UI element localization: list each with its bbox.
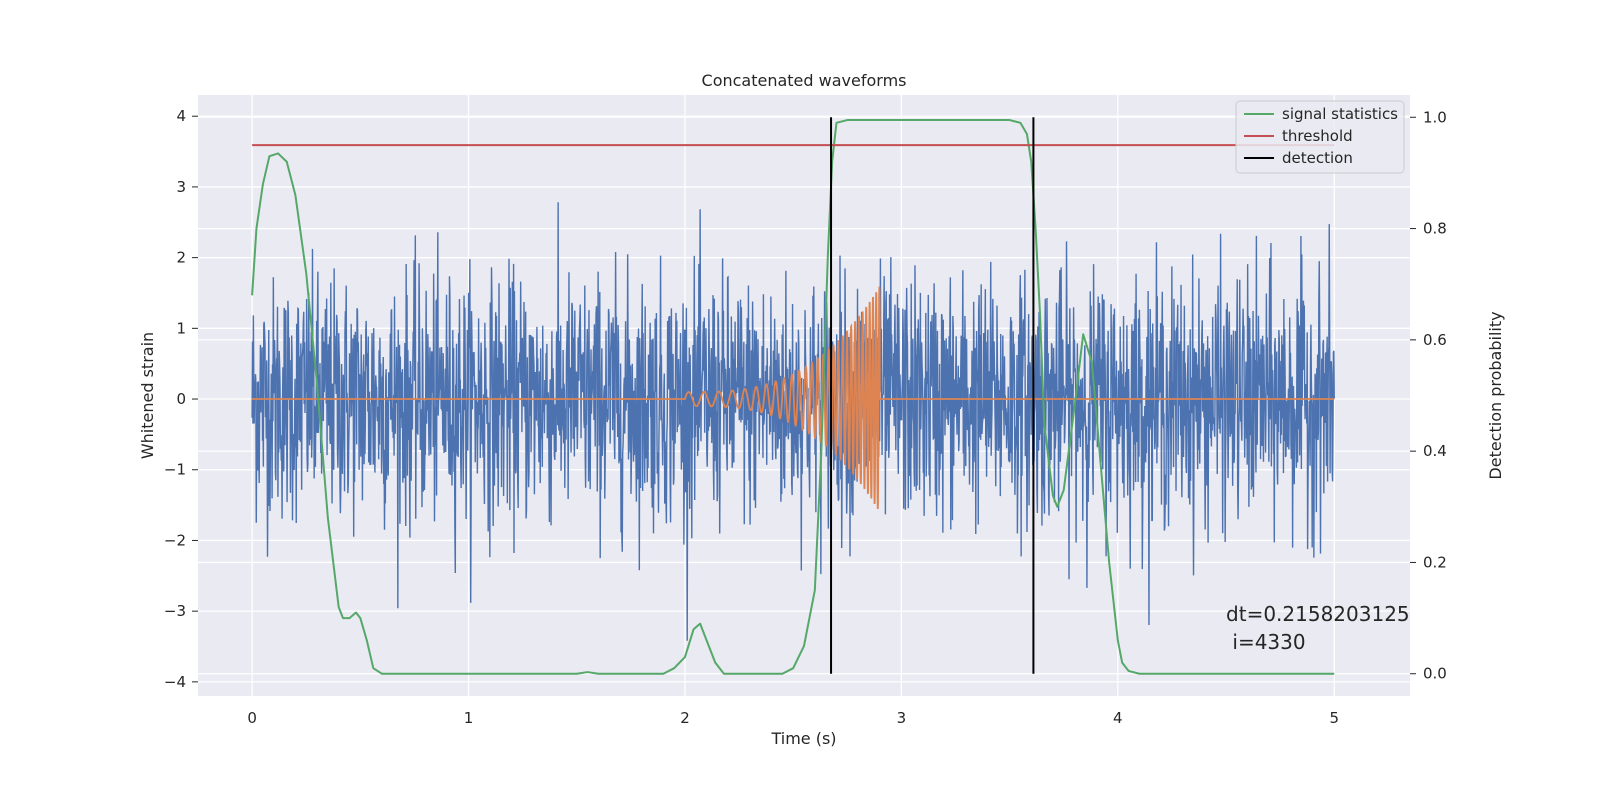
legend: signal statistics threshold detection [1235,100,1405,174]
y2-tick-label: 0.6 [1423,331,1447,349]
annotation-dt: dt=0.2158203125 [1226,602,1410,626]
y2-tick-label: 0.2 [1423,553,1447,571]
y2-tick-label: 0.4 [1423,442,1447,460]
x-tick-label: 4 [1113,709,1123,727]
injected-chirp-line [252,286,1335,510]
y-tick-label: 4 [176,107,186,125]
annotation: dt=0.2158203125 i=4330 [1226,602,1410,654]
x-axis-label: Time (s) [770,729,836,748]
legend-label: signal statistics [1282,105,1398,123]
x-tick-label: 2 [680,709,690,727]
y2-tick-label: 1.0 [1423,108,1447,126]
y-tick-label: 1 [176,319,186,337]
annotation-i: i=4330 [1226,630,1306,654]
y-axis-label: Whitened strain [138,332,157,459]
y2-tick-label: 0.0 [1423,665,1447,683]
y2-tick-label: 0.8 [1423,220,1447,238]
signal-statistics-line [251,119,1335,675]
axes: 0 1 2 3 4 5 −4 −3 −2 −1 0 1 2 3 4 0.0 0.2 0.4 0.6 0.8 1.0 [164,107,1447,727]
chart-title: Concatenated waveforms [702,71,907,90]
legend-label: threshold [1282,127,1353,145]
x-tick-label: 0 [247,709,257,727]
legend-label: detection [1282,149,1353,167]
legend-box [1235,100,1405,174]
x-tick-label: 5 [1329,709,1339,727]
y2-axis-label: Detection probability [1486,311,1505,479]
y-tick-label: −4 [164,673,186,691]
y-tick-label: −1 [164,461,186,479]
y-tick-label: −2 [164,531,186,549]
strain-noise-line [251,202,1335,641]
series-layer [251,117,1335,675]
y-tick-label: −3 [164,602,186,620]
y-tick-label: 2 [176,249,186,267]
y-tick-label: 0 [176,390,186,408]
x-tick-label: 1 [464,709,474,727]
x-tick-label: 3 [897,709,907,727]
y-tick-label: 3 [176,178,186,196]
